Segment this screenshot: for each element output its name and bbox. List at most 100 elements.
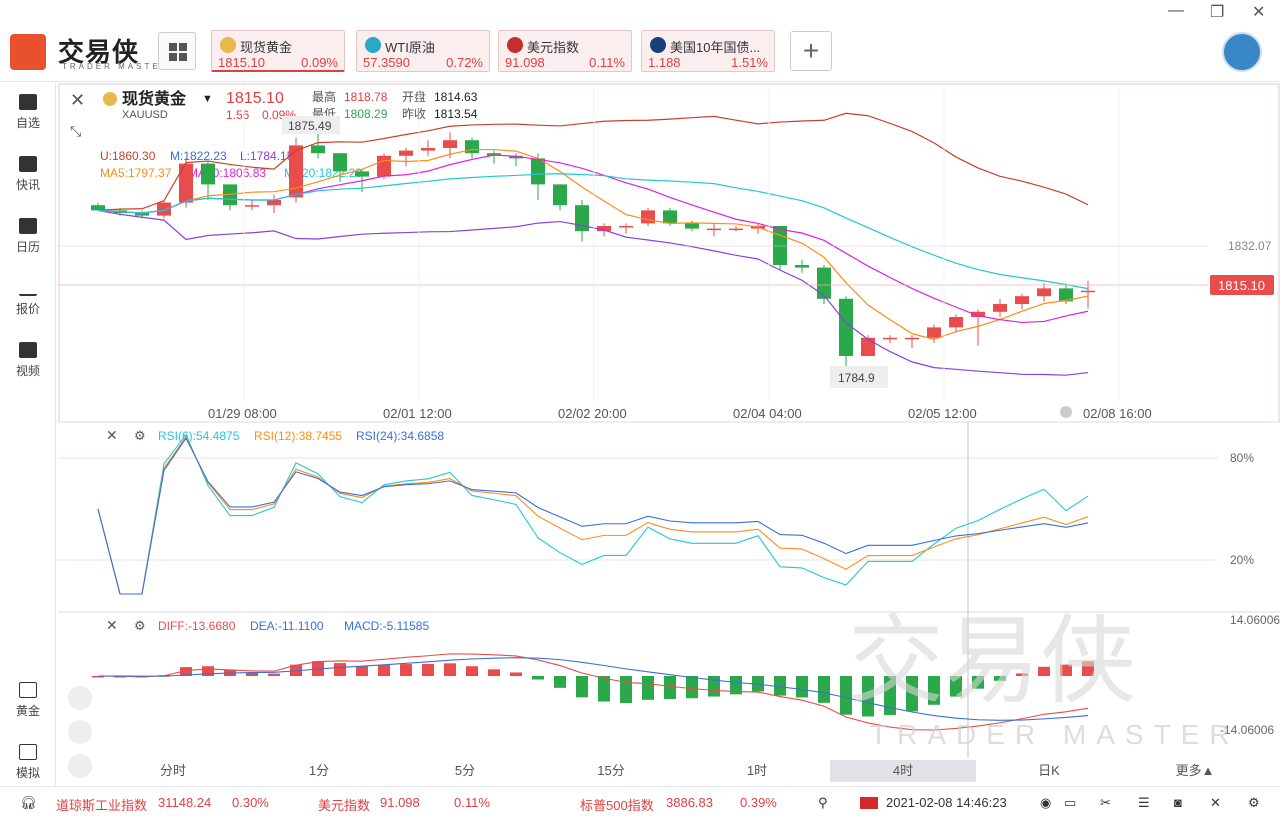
ticker-spx-pct: 0.39% xyxy=(740,795,777,810)
ma10-line xyxy=(97,154,1089,324)
sidebar-item-gold[interactable]: 黄金 xyxy=(0,682,56,719)
mute-icon[interactable]: ✕ xyxy=(1210,795,1221,810)
tools-icon[interactable]: ✂ xyxy=(1100,795,1111,810)
max-price-label: 1875.49 xyxy=(288,119,332,133)
sidebar-item-simulate[interactable]: 模拟 xyxy=(0,744,56,781)
macd-settings-icon[interactable]: ⚙ xyxy=(134,618,146,633)
scroll-handle[interactable] xyxy=(1060,406,1072,418)
collapse-icon[interactable]: ⤡ xyxy=(70,123,81,139)
candle-type-icon[interactable] xyxy=(68,686,92,710)
grid-menu-button[interactable] xyxy=(158,32,196,70)
candle-body xyxy=(91,205,105,211)
ticker-dji-name[interactable]: 道琼斯工业指数 xyxy=(56,798,148,813)
sidebar-item-news[interactable]: 快讯 xyxy=(0,156,56,193)
ticker-dji-value: 31148.24 xyxy=(158,795,212,810)
tab-wti[interactable]: WTI原油 57.3590 0.72% xyxy=(356,30,490,72)
macd-bar xyxy=(1016,673,1028,676)
macd-value-label: MACD:-5.11585 xyxy=(344,619,429,633)
x-tick-label: 02/08 16:00 xyxy=(1083,406,1152,421)
tab-gold[interactable]: 现货黄金 1815.10 0.09% xyxy=(211,30,345,72)
timeframe-2[interactable]: 5分 xyxy=(454,763,476,778)
tab-price: 91.098 xyxy=(505,55,545,70)
candle-body xyxy=(861,337,875,356)
macd-bar xyxy=(752,676,764,692)
symbol-dropdown-icon[interactable]: ▼ xyxy=(202,93,213,105)
macd-histogram xyxy=(92,653,1094,731)
timeframe-3[interactable]: 15分 xyxy=(597,763,625,778)
screen-off-icon[interactable]: ▭ xyxy=(1064,795,1077,810)
ticker-usd-name[interactable]: 美元指数 xyxy=(318,798,371,813)
indicator-icon[interactable] xyxy=(68,754,92,778)
rsi-settings-icon[interactable]: ⚙ xyxy=(134,428,146,443)
close-rsi-icon[interactable]: ✕ xyxy=(106,427,118,443)
macd-bar xyxy=(884,676,896,715)
symbol-name[interactable]: 现货黄金 xyxy=(122,89,187,108)
candle-body xyxy=(795,265,809,268)
rsi24-line xyxy=(97,437,1089,595)
sidebar-item-video[interactable]: 视频 xyxy=(0,342,56,379)
candle-body xyxy=(201,163,215,185)
bond-icon xyxy=(650,37,666,53)
tab-usd-index[interactable]: 美元指数 91.098 0.11% xyxy=(498,30,632,72)
x-tick-label: 01/29 08:00 xyxy=(208,406,277,421)
timeframe-1[interactable]: 1分 xyxy=(308,763,330,778)
x-tick-label: 02/04 04:00 xyxy=(733,406,802,421)
quote-low: 1808.29 xyxy=(344,107,388,121)
macd-bar xyxy=(686,676,698,699)
rsi12-label: RSI(12):38.7455 xyxy=(254,429,342,443)
timeframe-0[interactable]: 分时 xyxy=(159,763,186,778)
tab-price: 1.188 xyxy=(648,55,681,70)
rsi-20-label: 20% xyxy=(1230,553,1254,567)
close-chart-icon[interactable]: ✕ xyxy=(70,90,85,110)
link-icon[interactable]: ⚲ xyxy=(818,795,828,810)
ticker-spx-value: 3886.83 xyxy=(666,795,713,810)
gold-icon xyxy=(19,682,37,698)
quote-header: ✕ ⤡ 现货黄金 ▼ XAUUSD 1815.10 1.56 0.09% 最高 … xyxy=(70,89,478,139)
chart-svg: ✕ ⤡ 现货黄金 ▼ XAUUSD 1815.10 1.56 0.09% 最高 … xyxy=(58,83,1280,778)
boll-u-label: U:1860.30 xyxy=(100,149,156,163)
macd-bar xyxy=(972,676,984,689)
add-tab-button[interactable]: + xyxy=(790,31,832,71)
macd-bar xyxy=(1082,661,1094,676)
tab-name: 美国10年国债... xyxy=(670,40,761,55)
timeframe-6[interactable]: 日K xyxy=(1038,763,1060,778)
tab-us10y[interactable]: 美国10年国债... 1.188 1.51% xyxy=(641,30,775,72)
wifi-icon[interactable]: ◉ xyxy=(1040,795,1052,810)
grid-icon xyxy=(169,43,177,51)
timeframe-5[interactable]: 4时 xyxy=(830,760,976,782)
menu-icon[interactable]: ☰ xyxy=(1138,795,1150,810)
quote-chart-icon xyxy=(19,280,37,296)
brand-sub: TRADER MASTER xyxy=(62,62,170,71)
macd-diff-label: DIFF:-13.6680 xyxy=(158,619,236,633)
tab-name: 现货黄金 xyxy=(240,40,293,55)
wallet-icon xyxy=(19,744,37,760)
macd-diff-line xyxy=(97,653,1089,731)
candle-body xyxy=(135,213,149,216)
sidebar-item-watchlist[interactable]: 自选 xyxy=(0,94,56,131)
macd-bar xyxy=(488,669,500,676)
candle-body xyxy=(157,202,171,216)
settings-icon[interactable]: ⚙ xyxy=(1248,795,1260,810)
tab-change: 0.72% xyxy=(446,55,483,70)
macd-bar xyxy=(92,676,104,678)
headset-icon[interactable]: 🎧︎ xyxy=(20,795,37,810)
camera-icon[interactable]: ◙ xyxy=(1174,795,1182,810)
close-icon[interactable]: ✕ xyxy=(1252,4,1266,21)
macd-bar xyxy=(378,664,390,676)
timeframe-7[interactable]: 更多▲ xyxy=(1175,763,1215,778)
candle-body xyxy=(883,337,897,340)
maximize-icon[interactable]: ❐ xyxy=(1210,4,1225,21)
x-tick-label: 02/05 12:00 xyxy=(908,406,977,421)
macd-bar xyxy=(620,676,632,704)
ticker-spx-name[interactable]: 标普500指数 xyxy=(580,798,654,813)
tab-price: 1815.10 xyxy=(218,55,265,70)
timeframe-4[interactable]: 1时 xyxy=(746,763,768,778)
minimize-icon[interactable]: — xyxy=(1168,2,1184,19)
candle-body xyxy=(377,155,391,177)
macd-bar xyxy=(532,676,544,680)
draw-pen-icon[interactable] xyxy=(68,720,92,744)
avatar[interactable] xyxy=(1222,32,1262,72)
sidebar-item-calendar[interactable]: 日历 xyxy=(0,218,56,255)
sidebar-item-quotes[interactable]: 报价 xyxy=(0,280,56,317)
close-macd-icon[interactable]: ✕ xyxy=(106,617,118,633)
